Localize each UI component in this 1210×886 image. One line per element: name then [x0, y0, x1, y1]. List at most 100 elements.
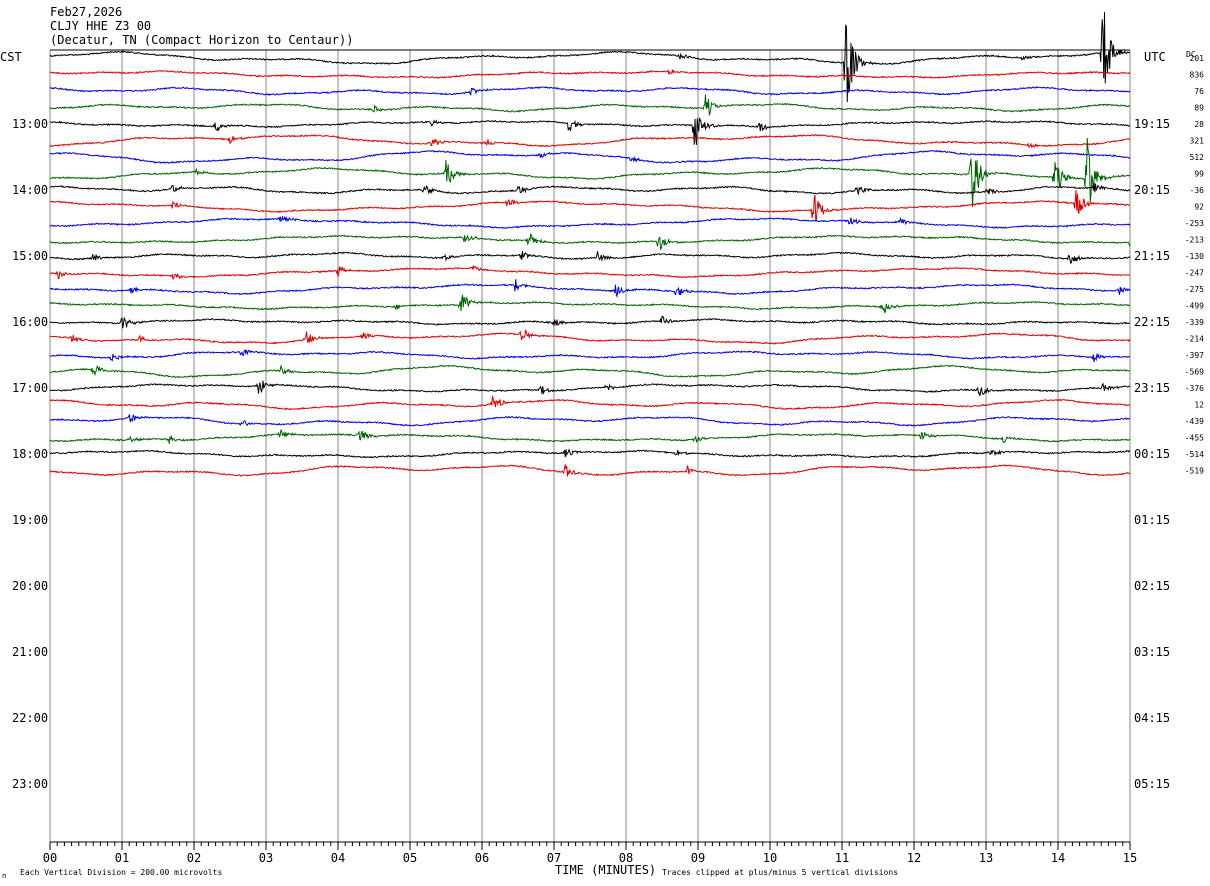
x-axis-label: TIME (MINUTES): [555, 863, 656, 877]
x-tick-label: 15: [1123, 851, 1137, 865]
dc-offset-value: 321: [1190, 137, 1205, 146]
trace-line: [49, 364, 1131, 379]
trace-line: [49, 133, 1131, 149]
dc-offset-value: -253: [1185, 219, 1204, 228]
dc-offset-value: 89: [1194, 104, 1204, 113]
trace-line: [49, 94, 1131, 117]
trace-line: [49, 348, 1131, 363]
right-hour-label: 21:15: [1134, 249, 1170, 263]
dc-offset-value: -376: [1185, 384, 1204, 393]
trace-line: [49, 315, 1131, 329]
x-tick-label: 05: [403, 851, 417, 865]
right-hour-label: 01:15: [1134, 513, 1170, 527]
trace-line: [49, 395, 1131, 411]
left-hour-label: 16:00: [12, 315, 48, 329]
dc-offset-value: -519: [1185, 467, 1204, 476]
footer-vertical-division: Each Vertical Division = 200.00 microvol…: [20, 868, 222, 877]
trace-line: [49, 264, 1131, 280]
x-tick-label: 12: [907, 851, 921, 865]
right-hour-label: 19:15: [1134, 117, 1170, 131]
trace-line: [49, 215, 1131, 230]
left-hour-label: 20:00: [12, 579, 48, 593]
x-tick-label: 10: [763, 851, 777, 865]
x-tick-label: 08: [619, 851, 633, 865]
trace-line: [49, 190, 1131, 222]
left-hour-label: 15:00: [12, 249, 48, 263]
x-tick-label: 04: [331, 851, 345, 865]
right-hour-label: 04:15: [1134, 711, 1170, 725]
header-station: CLJY HHE Z3 00: [50, 19, 151, 33]
trace-line: [49, 250, 1131, 265]
dc-offset-value: 836: [1190, 71, 1205, 80]
right-hour-label: 02:15: [1134, 579, 1170, 593]
trace-line: [49, 232, 1131, 251]
trace-line: [49, 414, 1131, 427]
trace-line: [49, 380, 1131, 397]
dc-offset-value: -130: [1185, 252, 1204, 261]
trace-line: [49, 294, 1131, 314]
dc-offset-value: -214: [1185, 335, 1204, 344]
x-tick-label: 03: [259, 851, 273, 865]
dc-offset-value: 12: [1194, 401, 1204, 410]
dc-label: DC: [1186, 50, 1196, 59]
right-hour-label: 23:15: [1134, 381, 1170, 395]
left-hour-label: 21:00: [12, 645, 48, 659]
left-hour-label: 23:00: [12, 777, 48, 791]
dc-offset-value: 512: [1190, 153, 1205, 162]
left-timezone-label: CST: [0, 50, 22, 64]
trace-line: [49, 117, 1131, 145]
trace-line: [49, 69, 1131, 79]
x-axis: 00 01 02 03 04 05 06 07 08 09 10 11 12 13 14 15: [43, 842, 1137, 865]
dc-offset-value: -275: [1185, 285, 1204, 294]
dc-offset-value: -514: [1185, 450, 1204, 459]
trace-line: [49, 279, 1131, 299]
dc-offset-value: 76: [1194, 87, 1204, 96]
dc-offset-value: -455: [1185, 434, 1204, 443]
x-tick-label: 09: [691, 851, 705, 865]
right-timezone-label: UTC: [1144, 50, 1166, 64]
trace-line: [49, 12, 1131, 103]
left-hour-label: 13:00: [12, 117, 48, 131]
header-date: Feb27,2026: [50, 5, 122, 19]
dc-offset-value: -339: [1185, 318, 1204, 327]
dc-offset-values: 201 836 76 89 28 321 512 99 -36 92 -253 -213 -130 -24…: [1185, 54, 1204, 476]
left-hour-label: 19:00: [12, 513, 48, 527]
right-hour-label: 00:15: [1134, 447, 1170, 461]
trace-line: [49, 429, 1131, 444]
x-tick-label: 06: [475, 851, 489, 865]
x-tick-label: 01: [115, 851, 129, 865]
dc-offset-value: -439: [1185, 417, 1204, 426]
x-tick-label: 02: [187, 851, 201, 865]
trace-line: [49, 149, 1131, 164]
dc-offset-value: -213: [1185, 236, 1204, 245]
seismic-traces: [49, 12, 1131, 477]
dc-offset-value: -569: [1185, 368, 1204, 377]
right-hour-labels: 19:15 20:15 21:15 22:15 23:15 00:15 01:15 02:15…: [1134, 117, 1170, 791]
footer-clipping-note: Traces clipped at plus/minus 5 vertical …: [662, 868, 898, 877]
trace-line: [49, 448, 1131, 459]
trace-line: [49, 464, 1131, 477]
dc-offset-value: -397: [1185, 351, 1204, 360]
dc-offset-value: -247: [1185, 269, 1204, 278]
right-hour-label: 03:15: [1134, 645, 1170, 659]
left-hour-label: 14:00: [12, 183, 48, 197]
left-hour-label: 22:00: [12, 711, 48, 725]
dc-offset-value: 201: [1190, 54, 1205, 63]
trace-line: [49, 182, 1131, 196]
dc-offset-value: -499: [1185, 302, 1204, 311]
x-tick-label: 13: [979, 851, 993, 865]
right-hour-label: 22:15: [1134, 315, 1170, 329]
trace-line: [49, 138, 1131, 208]
grid: [49, 49, 1131, 843]
trace-line: [49, 86, 1131, 97]
x-tick-label: 07: [547, 851, 561, 865]
right-hour-label: 05:15: [1134, 777, 1170, 791]
left-hour-labels: 13:00 14:00 15:00 16:00 17:00 18:00 19:00 20:00…: [12, 117, 48, 791]
dc-offset-value: 92: [1194, 203, 1204, 212]
trace-line: [49, 329, 1131, 345]
dc-offset-value: -36: [1190, 186, 1205, 195]
left-hour-label: 17:00: [12, 381, 48, 395]
dc-offset-value: 28: [1194, 120, 1204, 129]
header-location: (Decatur, TN (Compact Horizon to Centaur…: [50, 33, 353, 47]
